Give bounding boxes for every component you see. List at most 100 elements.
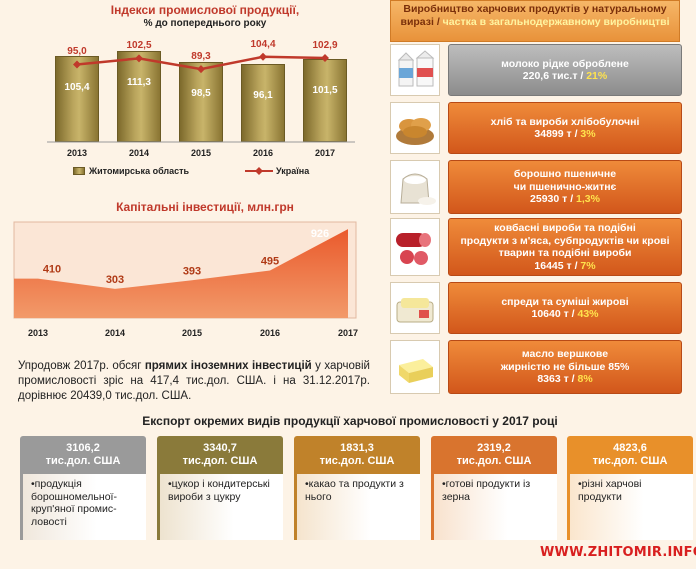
ukraine-point-marker: [321, 54, 329, 63]
index-x-tick: 2013: [66, 148, 88, 158]
investment-value-label: 410: [43, 264, 61, 276]
export-card-value: 4823,6: [613, 442, 647, 454]
index-chart: 105,4 2013 95,0 111,3 2014 102,5 98,5 2015 89,3 9…: [0, 0, 370, 190]
export-card-text: •какао та продукти з нього: [305, 478, 404, 503]
investment-x-tick: 2016: [260, 328, 280, 338]
export-card-text: •цукор і кондитерські вироби з цукру: [168, 478, 270, 503]
butter-icon: [390, 340, 440, 394]
export-card-body: •готові продукти із зерна: [431, 474, 557, 540]
oblast-bar-2013: 105,4: [55, 55, 99, 142]
legend-swatch-oblast: [73, 167, 85, 175]
legend-label-oblast: Житомирська область: [89, 166, 190, 176]
ukraine-point-marker: [259, 52, 267, 61]
production-item-name-cont: продукти з м'яса, субпродуктів чи крові …: [460, 234, 670, 260]
production-item-value: 8363 т / 8%: [537, 373, 593, 386]
export-card-body: •какао та продукти з нього: [294, 474, 420, 540]
investment-chart-title: Капітальні інвестиції, млн.грн: [116, 200, 294, 214]
investment-x-tick: 2015: [182, 328, 202, 338]
investment-chart: 410 2013 303 2014 393 2015 495 2016 926 2017: [13, 221, 358, 338]
production-item-name: ковбасні вироби та подібні: [494, 222, 636, 234]
ukraine-point-label: 102,5: [126, 40, 152, 52]
production-item-name: борошно пшеничне: [513, 168, 617, 181]
production-item-value: 220,6 тис.т / 21%: [522, 70, 608, 82]
production-item-share: 1,3%: [576, 193, 600, 206]
investment-x-tick: 2017: [338, 328, 358, 338]
oblast-bar-label: 101,5: [312, 85, 338, 97]
production-item-name-cont: чи пшенично-житнє: [513, 180, 617, 193]
oblast-bar-label: 98,5: [191, 87, 211, 99]
oblast-bar-2016: 96,1: [241, 63, 285, 142]
ukraine-point-label: 104,4: [250, 38, 276, 50]
index-x-tick: 2017: [314, 148, 336, 158]
production-item-share: 43%: [577, 308, 599, 320]
export-card-value: 2319,2: [477, 442, 511, 454]
oblast-bar-2014: 111,3: [117, 51, 161, 142]
production-title: Виробництво харчових продуктів у натурал…: [390, 0, 680, 42]
export-card-header: 2319,2 тис.дол. США: [431, 436, 557, 474]
production-item-name: спреди та суміші жирові: [501, 295, 629, 308]
oblast-bar-2015: 98,5: [179, 61, 223, 142]
production-item-share: 3%: [580, 128, 596, 140]
production-item: спреди та суміші жирові 10640 т / 43%: [448, 282, 682, 334]
export-card-header: 3106,2 тис.дол. США: [20, 436, 146, 474]
export-card-body: •продукція борошномельної-круп'яної пром…: [20, 474, 146, 540]
production-item-share: 8%: [577, 373, 593, 386]
index-x-tick: 2016: [252, 148, 274, 158]
production-item-name: молоко рідке оброблене: [501, 57, 629, 70]
production-item-name-cont: жирністю не більше 85%: [500, 360, 630, 373]
export-card-unit: тис.дол. США: [319, 455, 395, 467]
production-item: молоко рідке оброблене 220,6 тис.т / 21%: [448, 44, 682, 96]
export-card-unit: тис.дол. США: [182, 455, 258, 467]
oblast-bar-label: 105,4: [64, 81, 90, 93]
production-item-value: 10640 т / 43%: [531, 308, 599, 320]
oblast-bar-label: 96,1: [253, 89, 273, 101]
export-card-text: •продукція борошномельної-круп'яної пром…: [31, 478, 117, 528]
ukraine-point-label: 89,3: [191, 51, 211, 63]
investment-area: [14, 229, 348, 318]
production-item-name: масло вершкове: [521, 348, 609, 361]
ukraine-point-marker: [197, 65, 205, 74]
export-card-header: 1831,3 тис.дол. США: [294, 436, 420, 474]
production-item: ковбасні вироби та подібні продукти з м'я…: [448, 218, 682, 276]
watermark-logo: WWW.ZHITOMIR.INFO: [540, 545, 696, 560]
production-item: масло вершкове жирністю не більше 85% 8363…: [448, 340, 682, 394]
production-item: борошно пшеничне чи пшенично-житнє 25930 т…: [448, 160, 682, 214]
investment-value-label: 303: [106, 274, 124, 286]
oblast-bar-label: 111,3: [127, 77, 151, 89]
export-card-text: •різні харчові продукти: [578, 478, 642, 503]
investment-x-tick: 2013: [28, 328, 48, 338]
export-card-value: 3340,7: [203, 442, 237, 454]
export-title: Експорт окремих видів продукції харчової…: [142, 414, 558, 428]
index-x-tick: 2015: [190, 148, 212, 158]
ukraine-index-line: [47, 52, 355, 143]
sausage-icon: [390, 218, 440, 276]
index-x-tick: 2014: [128, 148, 150, 158]
production-item-value: 25930 т / 1,3%: [530, 193, 600, 206]
production-item-value: 34899 т / 3%: [534, 128, 596, 140]
flour-icon: [390, 160, 440, 214]
export-card-header: 3340,7 тис.дол. США: [157, 436, 283, 474]
production-item-value: 16445 т / 7%: [534, 259, 596, 272]
ukraine-point-marker: [135, 54, 143, 63]
investment-value-label: 495: [261, 255, 279, 267]
production-item-share: 21%: [586, 70, 608, 82]
production-item-share: 7%: [580, 259, 596, 272]
export-card-body: •цукор і кондитерські вироби з цукру: [157, 474, 283, 540]
export-card-text: •готові продукти із зерна: [442, 478, 531, 503]
investment-value-label: 926: [311, 228, 329, 240]
ukraine-point-marker: [73, 60, 81, 69]
ukraine-point-label: 102,9: [312, 40, 338, 52]
index-chart-subtitle: % до попереднього року: [143, 18, 267, 29]
production-item: хліб та вироби хлібобулочні 34899 т / 3%: [448, 102, 682, 154]
production-item-name: хліб та вироби хлібобулочні: [490, 115, 640, 128]
export-card-value: 3106,2: [66, 442, 100, 454]
bread-icon: [390, 102, 440, 154]
export-card-unit: тис.дол. США: [45, 455, 121, 467]
export-card-header: 4823,6 тис.дол. США: [567, 436, 693, 474]
legend-swatch-ukraine: [245, 167, 273, 175]
investment-value-label: 393: [183, 265, 201, 277]
milk-icon: [390, 44, 440, 96]
export-card-unit: тис.дол. США: [592, 455, 668, 467]
oblast-bar-2017: 101,5: [303, 59, 347, 142]
investment-paragraph: Упродовж 2017р. обсяг прямих іноземних і…: [18, 360, 370, 402]
